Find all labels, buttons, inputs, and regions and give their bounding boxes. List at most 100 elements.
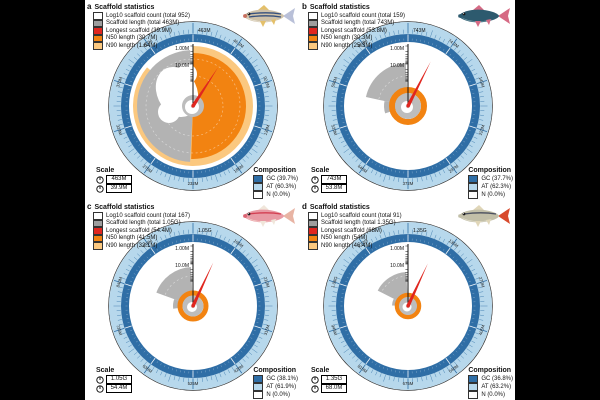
stat-row: N90 length (32.1M) (93, 242, 190, 250)
scale-circle-icon (311, 184, 319, 193)
stat-label: Scaffold length (total 743M) (321, 20, 395, 27)
composition-label: AT (61.9%) (266, 384, 297, 390)
ring-label: 945M (142, 238, 154, 249)
stat-swatch (93, 42, 103, 50)
total-length-label: 463M (198, 28, 211, 34)
radial-axis-label: 10.0M (175, 263, 189, 269)
stat-swatch (308, 234, 318, 242)
composition-row: AT (63.2%) (468, 383, 513, 391)
scale-circle-icon (96, 375, 104, 384)
ring-label: 525M (188, 381, 199, 386)
composition-swatch (468, 391, 479, 399)
stats-title: Scaffold statistics (309, 204, 370, 211)
stat-row: Log10 scaffold count (total 159) (308, 12, 405, 20)
ring-label: 370M (115, 76, 123, 88)
scale-legend: Scale 463M 39.9M (96, 167, 132, 193)
snail-plot: 135M 270M 405M 540M 675M 810M 945M 1.08G 1.22G 1.… (323, 221, 493, 391)
scale-row: 1.05G (96, 375, 132, 384)
scale-value-box: 1.05G (106, 375, 132, 384)
stat-swatch (308, 42, 318, 50)
panel-b: 74.3M 149M 223M 297M 372M 446M 520M 594M 669M 1.0… (300, 0, 515, 200)
ring-label: 135M (448, 238, 460, 249)
scale-value-box: 39.9M (106, 184, 132, 193)
ring-label: 540M (448, 363, 460, 374)
composition-title: Composition (468, 367, 512, 374)
total-length-label: 743M (413, 28, 426, 34)
ring-label: 669M (357, 38, 369, 49)
panel-letter: d (302, 202, 307, 211)
scale-row: 1.35G (311, 375, 347, 384)
scaffold-stats-legend: b Scaffold statistics Log10 scaffold cou… (302, 2, 405, 50)
composition-row: N (0.0%) (253, 391, 298, 399)
ring-label: 210M (263, 276, 271, 288)
ring-label: 420M (233, 363, 245, 374)
stat-row: Scaffold length (total 743M) (308, 19, 405, 27)
stat-label: Longest scaffold (54.4M) (106, 227, 172, 234)
composition-swatch (253, 383, 264, 391)
stat-label: N50 length (54M) (321, 235, 368, 242)
scale-circle-icon (311, 175, 319, 184)
stat-label: Log10 scaffold count (total 952) (106, 12, 190, 19)
stat-row: N50 length (30.7M) (93, 34, 190, 42)
stat-label: N90 length (46.4M) (321, 242, 373, 249)
ring-label: 223M (478, 124, 486, 136)
stat-row: Log10 scaffold count (total 91) (308, 212, 402, 220)
composition-label: AT (60.3%) (266, 184, 297, 190)
ring-label: 278M (142, 164, 154, 175)
ring-label: 1.08G (330, 275, 339, 288)
composition-title: Composition (253, 167, 297, 174)
stat-row: N90 length (46.4M) (308, 242, 402, 250)
stat-swatch (308, 27, 318, 35)
scale-legend: Scale 1.05G 54.4M (96, 367, 132, 393)
scale-value-box: 53.8M (321, 184, 347, 193)
stat-swatch (93, 242, 103, 250)
composition-label: GC (39.7%) (266, 176, 298, 182)
stat-row: Log10 scaffold count (total 167) (93, 212, 190, 220)
stat-label: N90 length (1.64M) (106, 42, 158, 49)
scale-circle-icon (96, 384, 104, 393)
stat-swatch (93, 12, 103, 20)
scaffold-stats-legend: c Scaffold statistics Log10 scaffold cou… (87, 202, 190, 250)
stat-row: Log10 scaffold count (total 952) (93, 12, 190, 20)
ring-label: 315M (263, 324, 271, 336)
stats-title: Scaffold statistics (94, 204, 155, 211)
ring-label: 735M (115, 324, 123, 336)
stat-swatch (93, 219, 103, 227)
stat-row: Scaffold length (total 1.05G) (93, 219, 190, 227)
scale-title: Scale (311, 367, 330, 374)
composition-label: AT (62.3%) (481, 184, 512, 190)
scale-circle-icon (311, 375, 319, 384)
ring-label: 270M (478, 276, 486, 288)
scale-row: 54.4M (96, 384, 132, 393)
composition-swatch (253, 375, 264, 383)
panel-letter: b (302, 2, 307, 11)
scale-value-box: 743M (321, 175, 347, 184)
ring-label: 105M (233, 238, 245, 249)
stat-swatch (308, 219, 318, 227)
ring-label: 810M (357, 364, 369, 375)
composition-swatch (468, 191, 479, 199)
stat-label: Log10 scaffold count (total 91) (321, 212, 402, 219)
figure-content: 46.3M 92.6M 139M 185M 232M 278M 324M 370M 417M 1.… (85, 0, 515, 400)
stat-label: Longest scaffold (53.8M) (321, 27, 387, 34)
scaffold-stats-legend: d Scaffold statistics Log10 scaffold cou… (302, 202, 402, 250)
ring-label: 630M (142, 364, 154, 375)
stat-row: Scaffold length (total 1.35G) (308, 219, 402, 227)
ring-label: 149M (478, 76, 486, 88)
stat-row: Longest scaffold (39.9M) (93, 27, 190, 35)
stat-row: N90 length (25.3M) (308, 42, 405, 50)
stat-swatch (93, 19, 103, 27)
total-length-label: 1.35G (413, 228, 427, 234)
radial-axis-label: 10.0M (390, 63, 404, 69)
radial-axis-label: 1.00M (390, 246, 404, 252)
stat-row: N50 length (30.3M) (308, 34, 405, 42)
composition-title: Composition (253, 367, 297, 374)
stat-row: N50 length (41.5M) (93, 234, 190, 242)
radial-axis-label: 1.00M (390, 46, 404, 52)
composition-row: GC (39.7%) (253, 175, 298, 183)
composition-label: N (0.0%) (266, 192, 290, 198)
stat-row: Scaffold length (total 463M) (93, 19, 190, 27)
stat-row: N50 length (54M) (308, 234, 402, 242)
stat-label: Scaffold length (total 463M) (106, 20, 180, 27)
stat-swatch (308, 212, 318, 220)
